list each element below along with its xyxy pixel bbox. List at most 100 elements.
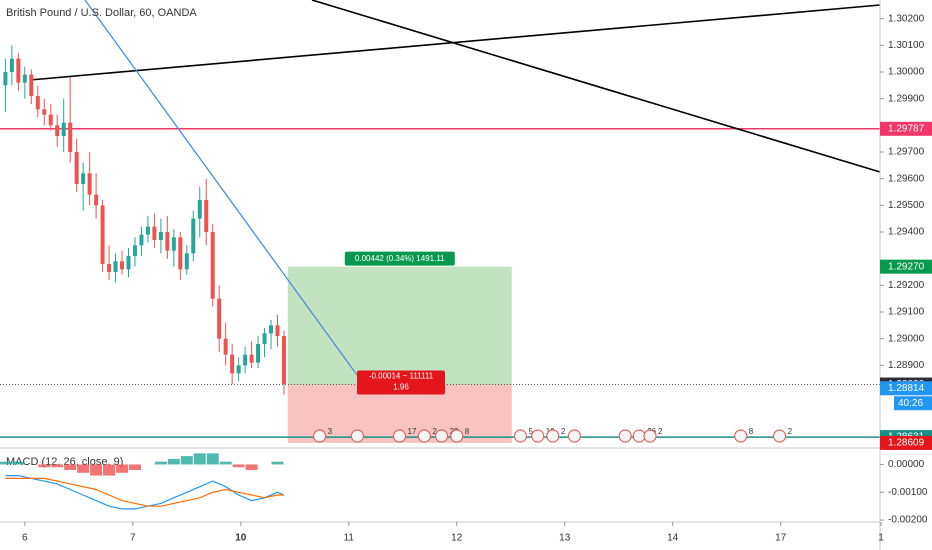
- candle-body: [120, 261, 125, 270]
- event-count: 8: [749, 427, 754, 436]
- event-count: 2: [561, 427, 566, 436]
- histogram-bar: [12, 461, 25, 465]
- histogram-bar: [90, 464, 103, 476]
- trend-line: [29, 4, 881, 81]
- profit-label-box: [344, 251, 455, 266]
- candle-body: [68, 122, 73, 152]
- x-tick-label: 17: [775, 533, 787, 544]
- pnl-label-box: [357, 370, 445, 395]
- x-tick-label: 10: [235, 533, 247, 544]
- countdown: 40:26: [898, 398, 923, 409]
- price-label: 1.28609: [888, 438, 925, 449]
- y-tick-label: 1.30200: [888, 13, 925, 24]
- event-icon: [417, 429, 431, 443]
- histogram-bar: [38, 464, 51, 468]
- histogram-bar: [167, 458, 180, 465]
- x-tick-label: 14: [667, 533, 679, 544]
- x-tick-label: 13: [559, 533, 571, 544]
- pnl-label: -0.00014 ~ 111111: [369, 372, 434, 381]
- trend-line: [84, 0, 358, 376]
- candle-body: [171, 237, 176, 251]
- histogram-bar: [0, 461, 12, 465]
- candle-body: [204, 200, 209, 232]
- y-tick-label: 1.29600: [888, 173, 925, 184]
- price-label: 1.28814: [888, 383, 925, 394]
- candle-body: [94, 194, 99, 206]
- y-tick-label: -0.00200: [888, 515, 928, 526]
- event-icon: [435, 429, 449, 443]
- event-icon: [513, 429, 528, 443]
- histogram-bar: [103, 464, 116, 476]
- candle-body: [210, 232, 215, 299]
- histogram-bar: [64, 464, 77, 471]
- event-icon: [618, 429, 632, 443]
- x-tick-label: 11: [344, 533, 355, 544]
- price-label-box: [880, 435, 932, 450]
- candle-body: [74, 152, 79, 184]
- ratio-label: 1.96: [393, 383, 409, 392]
- price-label: 1.29270: [888, 261, 925, 272]
- y-tick-label: 1.29400: [888, 227, 925, 238]
- profit-zone: [287, 266, 512, 385]
- profit-label: 0.00442 (0.34%) 1491.11: [355, 254, 445, 263]
- event-icon: [313, 429, 327, 443]
- event-count: 2: [788, 427, 793, 436]
- candle-body: [9, 58, 14, 72]
- x-tick-label: 7: [130, 533, 136, 544]
- candle-body: [165, 232, 170, 251]
- event-icon: [772, 429, 787, 443]
- y-tick-label: 1.29200: [888, 280, 925, 291]
- event-icon: [450, 429, 464, 443]
- candle-body: [262, 333, 267, 344]
- candle-body: [29, 74, 34, 96]
- price-label-box: [880, 259, 932, 274]
- y-tick-label: 1.28900: [888, 360, 925, 371]
- candle-body: [107, 264, 112, 272]
- candle-body: [55, 125, 60, 136]
- candle-body: [100, 205, 105, 264]
- x-tick-label: 12: [451, 533, 463, 544]
- event-count: 17: [408, 427, 417, 436]
- event-count: 5: [528, 427, 533, 436]
- y-tick-label: -0.00100: [888, 487, 928, 498]
- histogram-bar: [271, 461, 284, 465]
- candle-body: [223, 338, 228, 355]
- x-tick-label: 6: [22, 533, 28, 544]
- histogram-bar: [206, 453, 219, 465]
- candle-body: [81, 173, 86, 184]
- candle-body: [256, 344, 261, 363]
- y-tick-label: 1.29000: [888, 333, 925, 344]
- candle-body: [236, 365, 241, 374]
- candle-body: [243, 354, 248, 366]
- event-count: 2: [658, 427, 663, 436]
- price-pane: [0, 128, 880, 443]
- histogram-bar: [219, 461, 232, 465]
- y-tick-label: 0.00000: [888, 459, 925, 470]
- event-icon: [531, 429, 545, 443]
- y-tick-label: 1.29700: [888, 147, 925, 158]
- histogram-bar: [77, 464, 90, 473]
- y-tick-label: 1.29900: [888, 93, 925, 104]
- candle-body: [178, 237, 183, 270]
- x-tick-label: 1: [878, 533, 884, 544]
- candle-body: [275, 325, 280, 336]
- candle-body: [269, 325, 274, 334]
- candle-body: [87, 173, 92, 195]
- candle-body: [48, 114, 53, 126]
- countdown-box: [894, 396, 932, 411]
- event-count: 3: [328, 427, 333, 436]
- candle-body: [197, 200, 202, 219]
- candle-body: [191, 218, 196, 254]
- candle-body: [22, 74, 27, 83]
- histogram-bar: [154, 461, 167, 465]
- trend-line: [311, 0, 881, 173]
- event-icon: [546, 429, 560, 443]
- event-icon: [643, 429, 657, 443]
- candle-body: [152, 226, 157, 240]
- price-label: 1.29787: [888, 123, 925, 134]
- event-count: 8: [465, 427, 470, 436]
- candle-body: [35, 96, 40, 110]
- histogram-bar: [245, 464, 258, 471]
- candle-body: [113, 261, 118, 272]
